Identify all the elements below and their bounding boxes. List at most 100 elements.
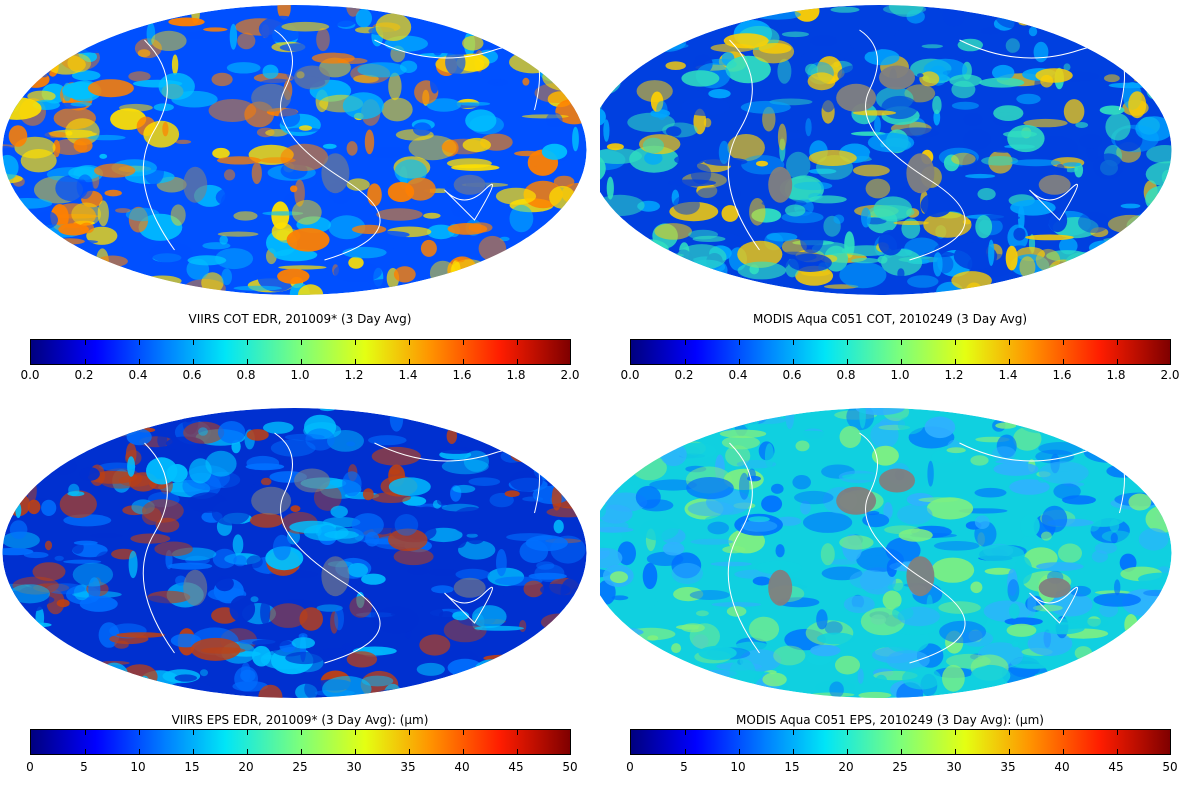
map-modis-eps: [600, 408, 1172, 698]
colorbar-tick-mark: [301, 749, 302, 754]
colorbar-tick-label: 1.0: [890, 368, 910, 382]
colorbar-tick-label: 15: [184, 760, 200, 774]
colorbar-tick-mark: [901, 340, 902, 345]
map-texture: [600, 5, 1172, 295]
colorbar-tick-mark: [793, 749, 794, 754]
colorbar-tick-mark: [139, 340, 140, 345]
colorbar-tick-mark: [1117, 730, 1118, 735]
coastline: [444, 183, 493, 221]
colorbar-tick-mark: [1063, 730, 1064, 735]
colorbar-tick-mark: [739, 359, 740, 364]
colorbar-tick-label: 25: [892, 760, 908, 774]
land-mask-patch: [183, 569, 208, 606]
colorbar-tick-mark: [685, 359, 686, 364]
land-mask-patch: [836, 83, 877, 112]
land-mask-patch: [879, 468, 916, 493]
title-viirs-eps: VIIRS EPS EDR, 201009* (3 Day Avg): (μm): [171, 713, 429, 727]
colorbar-tick-mark: [955, 730, 956, 735]
land-mask-patch: [879, 65, 916, 90]
colorbar-tick-label: 5: [80, 760, 88, 774]
colorbar-tick-mark: [409, 359, 410, 364]
land-mask-patch: [768, 166, 793, 203]
colorbar-tick-mark: [793, 730, 794, 735]
land-mask-patch: [836, 486, 877, 515]
colorbar-tick-label: 0.6: [182, 368, 202, 382]
colorbar-tick-mark: [1009, 730, 1010, 735]
colorbar-tick-label: 50: [562, 760, 578, 774]
colorbar-tick-mark: [409, 730, 410, 735]
panel-viirs-eps: VIIRS EPS EDR, 201009* (3 Day Avg): (μm)…: [0, 403, 589, 806]
coastline: [859, 29, 966, 261]
colorbar-tick-mark: [193, 359, 194, 364]
colorbar-tick-mark: [85, 359, 86, 364]
colorbar-tick-label: 2.0: [560, 368, 580, 382]
colorbar-tick-mark: [247, 340, 248, 345]
colorbar-tick-mark: [355, 730, 356, 735]
colorbar-tick-mark: [847, 340, 848, 345]
coastline: [444, 586, 493, 624]
colorbar-tick-mark: [685, 749, 686, 754]
coastline: [727, 442, 760, 654]
colorbar-tick-mark: [301, 730, 302, 735]
title-modis-cot: MODIS Aqua C051 COT, 2010249 (3 Day Avg): [752, 312, 1028, 326]
colorbar-tick-label: 0.8: [236, 368, 256, 382]
colorbar-tick-label: 1.6: [452, 368, 472, 382]
colorbar-viirs-cot: [30, 339, 571, 365]
colorbar-tick-mark: [955, 749, 956, 754]
colorbar-tick-mark: [139, 749, 140, 754]
coastline: [727, 39, 760, 251]
colorbar-tick-mark: [409, 340, 410, 345]
colorbar-tick-label: 1.0: [290, 368, 310, 382]
colorbar-tick-mark: [1117, 359, 1118, 364]
colorbar-tick-mark: [409, 749, 410, 754]
colorbar-tick-label: 1.4: [998, 368, 1018, 382]
colorbar-tick-mark: [85, 730, 86, 735]
coastline: [142, 442, 175, 654]
colorbar-tick-label: 15: [784, 760, 800, 774]
colorbar-tick-mark: [1063, 340, 1064, 345]
land-mask-patch: [453, 174, 486, 195]
colorbar-tick-mark: [85, 340, 86, 345]
colorbar-tick-mark: [517, 730, 518, 735]
colorbar-tick-label: 0.8: [836, 368, 856, 382]
coastline: [142, 39, 175, 251]
land-mask-patch: [183, 166, 208, 203]
colorbar-tick-mark: [793, 340, 794, 345]
land-mask-patch: [1038, 577, 1071, 598]
title-modis-eps: MODIS Aqua C051 EPS, 2010249 (3 Day Avg)…: [736, 713, 1044, 727]
colorbar-tick-mark: [463, 749, 464, 754]
colorbar-tick-label: 0.2: [74, 368, 94, 382]
panel-viirs-cot: VIIRS COT EDR, 201009* (3 Day Avg) 0.0 0.…: [0, 0, 589, 403]
coastline: [274, 432, 381, 664]
colorbar-tick-mark: [685, 340, 686, 345]
colorbar-tick-mark: [739, 730, 740, 735]
colorbar-tick-label: 30: [946, 760, 962, 774]
colorbar-tick-label: 1.6: [1052, 368, 1072, 382]
colorbar-tick-mark: [1009, 340, 1010, 345]
colorbar-tick-mark: [463, 359, 464, 364]
colorbar-tick-label: 0.4: [728, 368, 748, 382]
land-mask-patch: [321, 556, 350, 597]
colorbar-tick-mark: [355, 749, 356, 754]
colorbar-tick-label: 0.0: [20, 368, 40, 382]
map-viirs-eps: [2, 408, 587, 698]
colorbar-tick-label: 35: [400, 760, 416, 774]
colorbar-tick-mark: [139, 359, 140, 364]
colorbar-tick-mark: [193, 340, 194, 345]
colorbar-tick-mark: [901, 730, 902, 735]
colorbar-tick-mark: [193, 730, 194, 735]
map-texture: [2, 408, 587, 698]
panel-modis-eps: MODIS Aqua C051 EPS, 2010249 (3 Day Avg)…: [600, 403, 1179, 806]
colorbar-tick-mark: [517, 359, 518, 364]
colorbar-tick-label: 0.0: [620, 368, 640, 382]
coastline: [274, 29, 381, 261]
land-mask-patch: [251, 486, 292, 515]
colorbar-tick-label: 25: [292, 760, 308, 774]
colorbar-tick-label: 10: [730, 760, 746, 774]
colorbar-tick-mark: [955, 340, 956, 345]
colorbar-tick-mark: [1009, 359, 1010, 364]
colorbar-tick-mark: [517, 749, 518, 754]
colorbar-tick-label: 1.8: [506, 368, 526, 382]
colorbar-tick-label: 1.8: [1106, 368, 1126, 382]
map-modis-cot: [600, 5, 1172, 295]
